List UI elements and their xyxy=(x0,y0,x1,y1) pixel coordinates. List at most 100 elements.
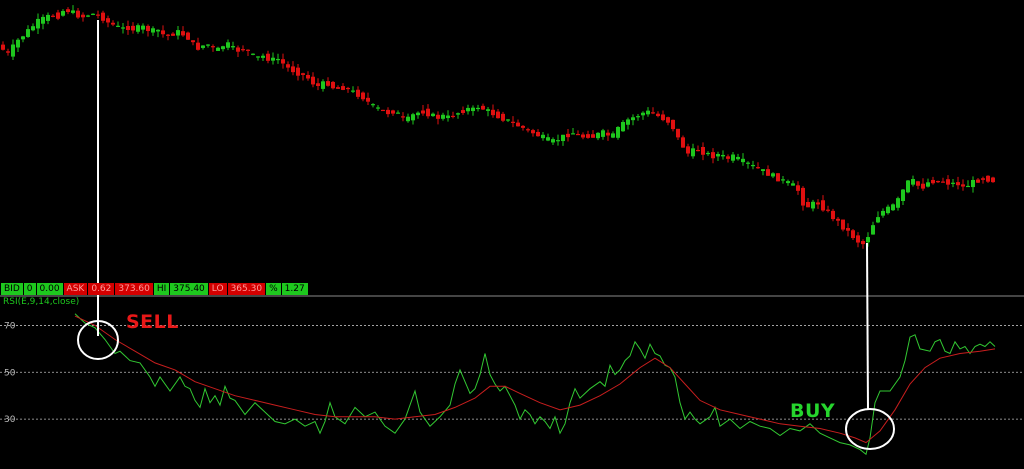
candle-body xyxy=(161,30,165,35)
candle-body xyxy=(991,177,995,183)
candle-body xyxy=(336,87,340,89)
candle-body xyxy=(56,12,60,19)
candle-body xyxy=(406,116,410,122)
candle-body xyxy=(266,53,270,61)
candle-body xyxy=(866,237,870,243)
candle-body xyxy=(451,115,455,118)
candle-body xyxy=(326,81,330,86)
candle-body xyxy=(356,89,360,97)
candle-body xyxy=(741,158,745,163)
candle-body xyxy=(546,137,550,141)
candle-body xyxy=(71,10,75,13)
candle-body xyxy=(576,133,580,136)
candle-body xyxy=(986,175,990,182)
candle-body xyxy=(561,134,565,142)
candle-body xyxy=(686,146,690,154)
candle-body xyxy=(526,129,530,131)
candle-body xyxy=(861,241,865,245)
candle-body xyxy=(456,113,460,115)
candle-body xyxy=(461,110,465,113)
candle-body xyxy=(911,179,915,185)
candle-body xyxy=(951,182,955,184)
candle-body xyxy=(516,122,520,127)
candle-body xyxy=(446,115,450,119)
candle-body xyxy=(566,133,570,138)
candle-body xyxy=(811,201,815,209)
candle-body xyxy=(556,140,560,142)
candle-body xyxy=(416,112,420,116)
candle-body xyxy=(636,116,640,118)
candle-body xyxy=(671,119,675,130)
quote-bar-item: LO xyxy=(208,283,228,295)
candle-body xyxy=(616,126,620,138)
candle-body xyxy=(696,149,700,152)
candle-body xyxy=(701,146,705,155)
candle-body xyxy=(641,112,645,116)
candle-body xyxy=(101,12,105,21)
candle-body xyxy=(296,67,300,76)
candle-body xyxy=(251,53,255,55)
candle-body xyxy=(536,131,540,137)
candle-body xyxy=(781,179,785,181)
quote-bar-item: HI xyxy=(153,283,171,295)
candle-body xyxy=(11,44,15,57)
candle-body xyxy=(836,218,840,221)
candle-body xyxy=(871,225,875,235)
candle-body xyxy=(411,114,415,121)
candle-body xyxy=(121,27,125,29)
candle-body xyxy=(581,134,585,138)
candle-body xyxy=(181,31,185,36)
candle-body xyxy=(851,230,855,239)
candle-body xyxy=(816,202,820,205)
candle-body xyxy=(766,169,770,176)
candle-body xyxy=(776,173,780,182)
candle-body xyxy=(591,134,595,138)
candle-body xyxy=(281,59,285,64)
candle-body xyxy=(21,36,25,40)
rsi-tick-label: 70 xyxy=(4,321,16,331)
candle-body xyxy=(341,86,345,90)
candle-body xyxy=(141,25,145,30)
candle-body xyxy=(206,44,210,46)
candle-body xyxy=(726,156,730,159)
candle-body xyxy=(941,181,945,183)
candle-body xyxy=(736,156,740,160)
candle-body xyxy=(386,109,390,115)
candle-body xyxy=(96,14,100,16)
candle-body xyxy=(661,114,665,121)
candle-body xyxy=(926,182,930,187)
candle-body xyxy=(621,122,625,132)
quote-bar-item: 1.27 xyxy=(281,283,309,295)
candle-body xyxy=(381,109,385,112)
candle-body xyxy=(706,152,710,155)
candle-body xyxy=(276,58,280,61)
candle-body xyxy=(191,40,195,43)
candle-body xyxy=(401,116,405,118)
candle-body xyxy=(46,14,50,21)
candle-body xyxy=(66,9,70,13)
candle-body xyxy=(856,235,860,243)
candle-body xyxy=(216,47,220,51)
candle-body xyxy=(921,183,925,189)
candle-body xyxy=(286,64,290,68)
candle-body xyxy=(331,81,335,89)
candle-body xyxy=(311,76,315,85)
candle-body xyxy=(426,108,430,117)
rsi-tick-label: 50 xyxy=(4,368,16,378)
candle-body xyxy=(131,25,135,31)
quote-bar-item: 0 xyxy=(23,283,37,295)
candle-body xyxy=(16,39,20,48)
candle-body xyxy=(841,219,845,230)
candle-body xyxy=(931,179,935,184)
quote-bar-item: % xyxy=(266,283,282,295)
candle-body xyxy=(746,162,750,164)
candle-body xyxy=(656,113,660,117)
candle-body xyxy=(901,189,905,202)
candle-body xyxy=(881,210,885,216)
candle-body xyxy=(126,26,130,30)
candle-body xyxy=(651,112,655,114)
candle-body xyxy=(346,87,350,90)
candle-body xyxy=(601,130,605,137)
candle-body xyxy=(146,25,150,32)
candle-body xyxy=(31,26,35,31)
